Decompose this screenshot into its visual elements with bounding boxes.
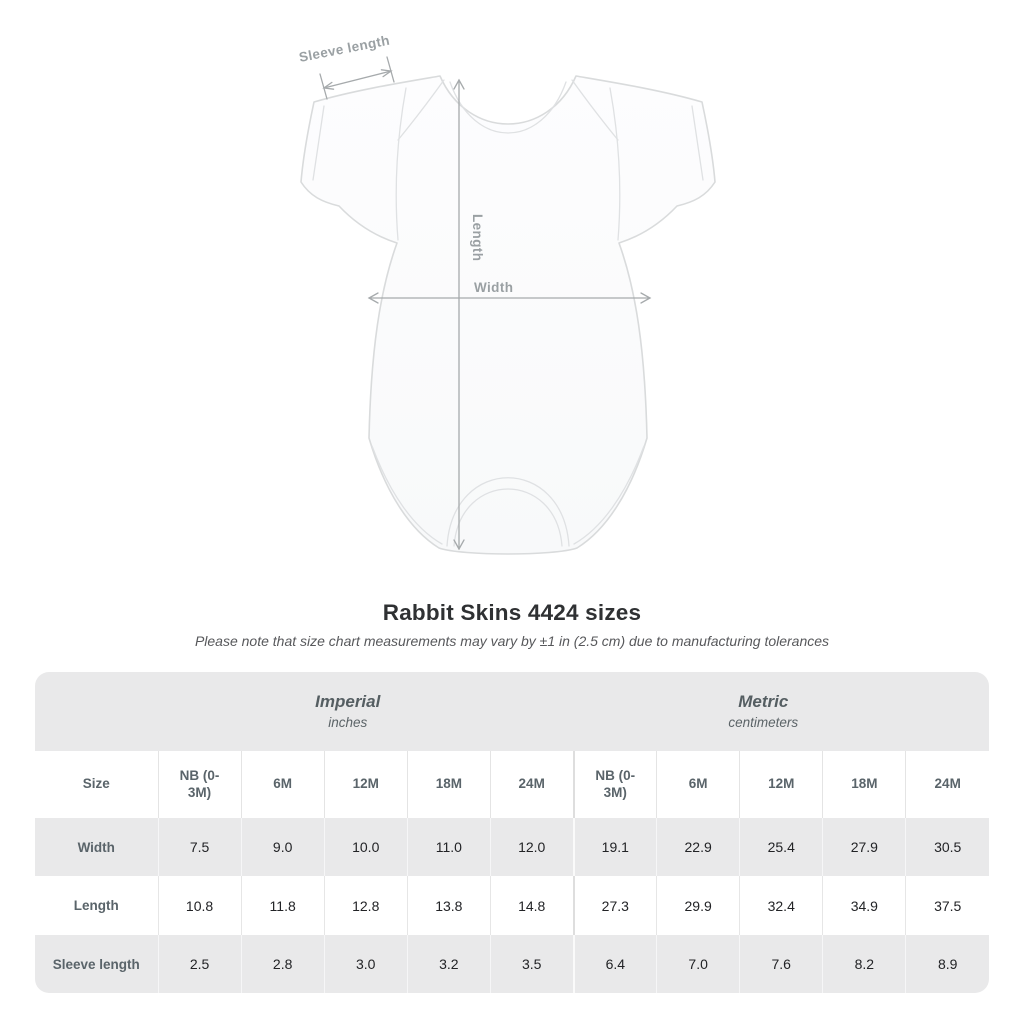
col-header-12m-imperial: 12M bbox=[323, 751, 408, 818]
table-cell: 12.0 bbox=[489, 818, 574, 876]
table-cell: 7.5 bbox=[157, 818, 242, 876]
table-cell: 9.0 bbox=[240, 818, 325, 876]
table-cell: 19.1 bbox=[572, 818, 657, 876]
size-corner-header: Size bbox=[35, 751, 158, 818]
column-header-row: Size NB (0-3M) 6M 12M 18M 24M NB (0-3M) … bbox=[35, 751, 989, 818]
table-cell: 27.9 bbox=[822, 818, 906, 876]
metric-group-header: Metric centimeters bbox=[573, 672, 989, 751]
left-lap-shoulder-line bbox=[397, 79, 445, 141]
row-label-sleeve-length: Sleeve length bbox=[35, 935, 158, 993]
imperial-group-header: Imperial inches bbox=[158, 672, 574, 751]
corner-spacer bbox=[35, 672, 158, 751]
table-cell: 3.0 bbox=[323, 935, 408, 993]
table-cell: 2.8 bbox=[240, 935, 325, 993]
table-cell: 14.8 bbox=[489, 876, 574, 935]
table-cell: 10.8 bbox=[157, 876, 242, 935]
right-leg-binding bbox=[573, 445, 645, 545]
table-cell: 3.5 bbox=[489, 935, 574, 993]
col-header-24m-imperial: 24M bbox=[489, 751, 574, 818]
width-arrowhead-right bbox=[640, 292, 652, 304]
right-cuff-hem bbox=[691, 105, 704, 181]
bodysuit-measurement-diagram: Sleeve length Length Width bbox=[298, 33, 716, 555]
table-cell: 32.4 bbox=[739, 876, 823, 935]
size-chart: Imperial inches Metric centimeters Size … bbox=[35, 672, 989, 993]
table-cell: 27.3 bbox=[572, 876, 657, 935]
table-cell: 30.5 bbox=[905, 818, 989, 876]
table-row-length: Length 10.8 11.8 12.8 13.8 14.8 27.3 29.… bbox=[35, 876, 989, 935]
table-cell: 3.2 bbox=[406, 935, 491, 993]
width-label: Width bbox=[474, 280, 513, 295]
table-cell: 7.6 bbox=[739, 935, 823, 993]
crotch-flap-outer bbox=[446, 477, 570, 547]
table-cell: 11.0 bbox=[406, 818, 491, 876]
table-cell: 29.9 bbox=[656, 876, 740, 935]
table-cell: 34.9 bbox=[822, 876, 906, 935]
col-header-12m-metric: 12M bbox=[739, 751, 823, 818]
sleeve-arrow bbox=[323, 70, 392, 89]
table-row-width: Width 7.5 9.0 10.0 11.0 12.0 19.1 22.9 2… bbox=[35, 818, 989, 876]
table-cell: 13.8 bbox=[406, 876, 491, 935]
col-header-nb-metric: NB (0-3M) bbox=[572, 751, 657, 818]
dimension-arrows bbox=[319, 56, 652, 551]
table-cell: 8.9 bbox=[905, 935, 989, 993]
sleeve-tick-right bbox=[386, 56, 395, 83]
size-chart-table: Imperial inches Metric centimeters Size … bbox=[35, 672, 989, 993]
row-label-length: Length bbox=[35, 876, 158, 935]
right-sleeve-seam bbox=[609, 87, 621, 241]
table-cell: 25.4 bbox=[739, 818, 823, 876]
col-header-18m-imperial: 18M bbox=[406, 751, 491, 818]
onesie-seams bbox=[312, 79, 704, 547]
metric-unit: centimeters bbox=[728, 715, 799, 731]
metric-label: Metric bbox=[738, 692, 789, 712]
table-cell: 6.4 bbox=[572, 935, 657, 993]
unit-group-row: Imperial inches Metric centimeters bbox=[35, 672, 989, 751]
table-cell: 2.5 bbox=[157, 935, 242, 993]
table-cell: 7.0 bbox=[656, 935, 740, 993]
table-cell: 8.2 bbox=[822, 935, 906, 993]
table-row-sleeve-length: Sleeve length 2.5 2.8 3.0 3.2 3.5 6.4 7.… bbox=[35, 935, 989, 993]
col-header-24m-metric: 24M bbox=[905, 751, 989, 818]
table-cell: 10.0 bbox=[323, 818, 408, 876]
imperial-label: Imperial bbox=[315, 692, 381, 712]
left-leg-binding bbox=[371, 445, 443, 545]
imperial-unit: inches bbox=[328, 715, 368, 731]
onesie-outline bbox=[300, 75, 716, 555]
width-arrowhead-left bbox=[367, 292, 379, 304]
length-label: Length bbox=[470, 214, 485, 261]
left-cuff-hem bbox=[312, 105, 325, 181]
row-label-width: Width bbox=[35, 818, 158, 876]
table-cell: 11.8 bbox=[240, 876, 325, 935]
page-title: Rabbit Skins 4424 sizes bbox=[382, 600, 642, 625]
col-header-18m-metric: 18M bbox=[822, 751, 906, 818]
right-lap-shoulder-line bbox=[571, 79, 619, 141]
table-cell: 22.9 bbox=[656, 818, 740, 876]
sleeve-tick-left bbox=[319, 73, 328, 100]
table-cell: 37.5 bbox=[905, 876, 989, 935]
col-header-nb-imperial: NB (0-3M) bbox=[157, 751, 242, 818]
col-header-6m-imperial: 6M bbox=[240, 751, 325, 818]
length-arrowhead-bottom bbox=[453, 539, 465, 551]
collar-inner-line bbox=[449, 81, 567, 134]
crotch-flap-inner bbox=[453, 488, 563, 547]
sleeve-length-label: Sleeve length bbox=[298, 33, 391, 65]
col-header-6m-metric: 6M bbox=[656, 751, 740, 818]
left-sleeve-seam bbox=[395, 87, 407, 241]
table-cell: 12.8 bbox=[323, 876, 408, 935]
length-arrowhead-top bbox=[453, 78, 465, 90]
tolerance-note: Please note that size chart measurements… bbox=[194, 633, 830, 649]
